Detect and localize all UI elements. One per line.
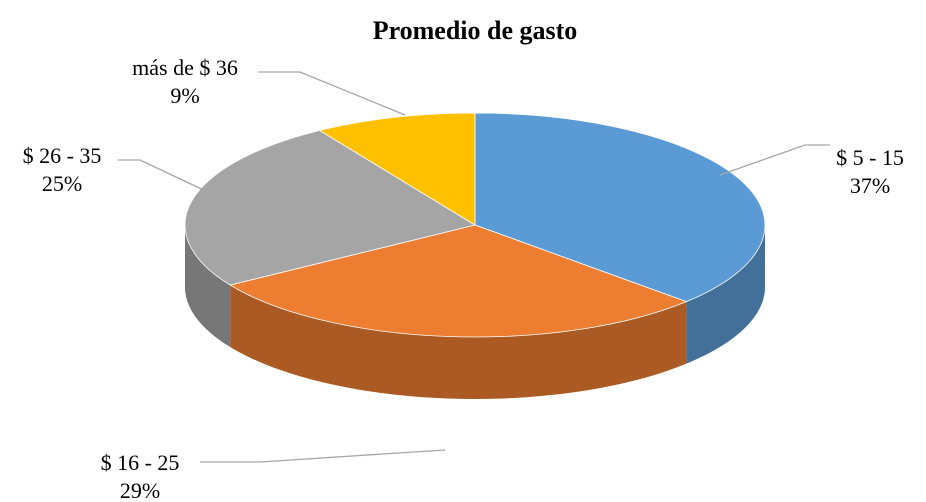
leader-line — [200, 449, 446, 463]
data-label-value: 37% — [850, 173, 890, 198]
data-label-name: $ 26 - 35 — [23, 143, 102, 168]
slice-top — [318, 112, 476, 226]
data-label-name: $ 16 - 25 — [101, 450, 180, 475]
data-label-value: 25% — [42, 171, 82, 196]
pie-slice — [474, 112, 766, 364]
leader-line — [258, 71, 406, 116]
leader-line — [118, 159, 211, 194]
pie-slice — [318, 112, 476, 226]
slice-side — [686, 225, 765, 364]
data-label-name: $ 5 - 15 — [836, 145, 904, 170]
slice-top — [229, 224, 688, 338]
data-label-value: 29% — [120, 478, 160, 502]
slice-top — [474, 112, 766, 303]
data-label-value: 9% — [170, 83, 199, 108]
slice-top — [184, 130, 477, 286]
leader-line — [719, 144, 830, 176]
slice-side — [230, 285, 687, 399]
slice-side — [185, 225, 231, 348]
pie-slice — [184, 130, 477, 348]
pie-slice — [229, 224, 688, 399]
chart-title: Promedio de gasto — [373, 16, 578, 45]
data-label-name: más de $ 36 — [132, 55, 238, 80]
